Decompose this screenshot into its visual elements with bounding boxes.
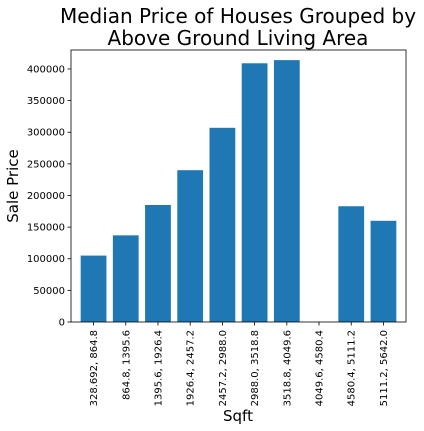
plot-frame <box>70 49 407 323</box>
y-tick-label-8: 400000 <box>27 64 65 75</box>
y-tick-label-3: 150000 <box>27 223 65 234</box>
chart-title-line-1: Median Price of Houses Grouped by <box>60 4 416 28</box>
bar-5 <box>241 63 268 322</box>
x-tick-label-2: 1395.6, 1926.4 <box>153 330 164 406</box>
bars-group <box>80 60 397 322</box>
bar-2 <box>145 204 171 322</box>
x-tick-label-9: 5111.2, 5642.0 <box>379 330 390 406</box>
bar-6 <box>273 60 300 322</box>
y-tick-label-1: 50000 <box>33 286 65 297</box>
y-tick-label-7: 350000 <box>27 96 65 107</box>
y-tick-label-5: 250000 <box>27 159 65 170</box>
x-tick-label-8: 4580.4, 5111.2 <box>347 330 358 406</box>
x-tick-label-5: 2988.0, 3518.8 <box>250 330 261 406</box>
x-tick-label-7: 4049.6, 4580.4 <box>315 330 326 406</box>
bar-0 <box>80 255 107 322</box>
x-tick-label-6: 3518.8, 4049.6 <box>282 330 293 406</box>
bar-8 <box>338 206 365 322</box>
bar-1 <box>112 235 139 322</box>
y-axis-label: Sale Price <box>4 149 22 222</box>
y-tick-label-6: 300000 <box>27 128 65 139</box>
bar-4 <box>209 127 236 322</box>
y-tick-label-0: 0 <box>59 318 65 329</box>
x-tick-label-1: 864.8, 1395.6 <box>121 330 132 400</box>
bar-3 <box>177 170 204 322</box>
y-tick-label-2: 100000 <box>27 254 65 265</box>
x-tick-label-0: 328.692, 864.8 <box>89 330 100 406</box>
bar-9 <box>370 220 397 322</box>
chart-title-line-2: Above Ground Living Area <box>108 26 369 50</box>
x-axis-ticks: 328.692, 864.8 864.8, 1395.6 1395.6, 1926.… <box>89 322 390 406</box>
y-axis-ticks: 0 50000 100000 150000 200000 250000 300000 3500… <box>27 64 71 329</box>
x-tick-label-4: 2457.2, 2988.0 <box>218 330 229 406</box>
x-tick-label-3: 1926.4, 2457.2 <box>186 330 197 406</box>
x-axis-label: Sqft <box>223 407 253 425</box>
y-tick-label-4: 200000 <box>27 191 65 202</box>
